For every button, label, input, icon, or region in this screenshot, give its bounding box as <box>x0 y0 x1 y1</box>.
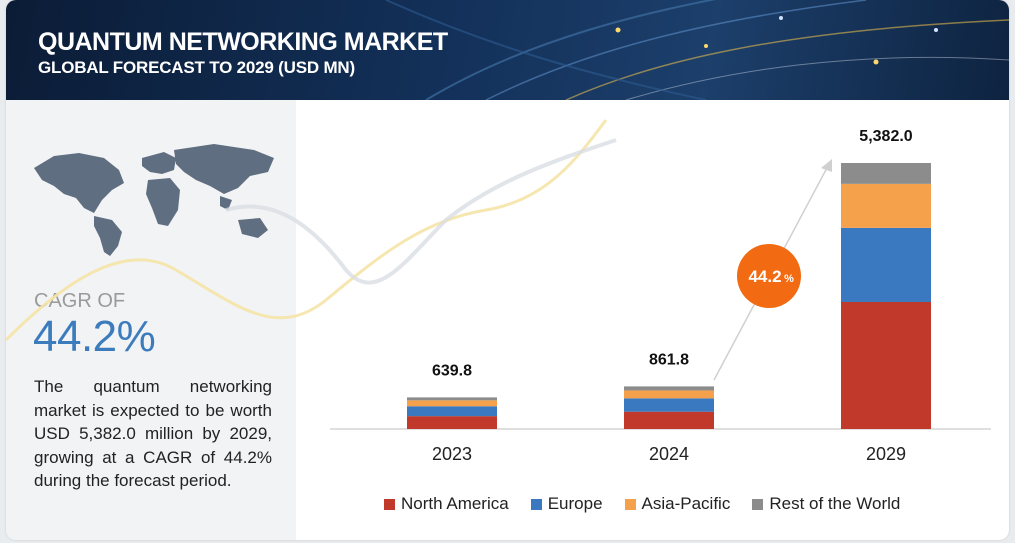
bar-total-label: 5,382.0 <box>859 128 912 145</box>
bar-segment-2029-north-america <box>841 301 931 429</box>
labels-layer: 639.8 2023 861.8 2024 5,382.0 2029 <box>432 128 913 464</box>
market-description: The quantum networking market is expecte… <box>34 377 272 490</box>
bar-segment-2029-europe <box>841 227 931 302</box>
bar-segment-2023-europe <box>407 406 497 417</box>
legend-item-europe: Europe <box>530 494 603 514</box>
page-title: QUANTUM NETWORKING MARKET <box>38 28 448 56</box>
legend-swatch <box>384 498 395 510</box>
banner-light-streaks <box>385 0 1009 100</box>
legend-swatch <box>752 498 764 510</box>
bar-chart: 639.8 2023 861.8 2024 5,382.0 2029 44.2 % <box>330 128 991 464</box>
page-subtitle: GLOBAL FORECAST TO 2029 (USD MN) <box>38 58 355 77</box>
legend-swatch <box>624 498 636 510</box>
cagr-badge-suffix: % <box>784 273 794 285</box>
legend-label: Europe <box>547 494 603 513</box>
bar-segment-2024-north-america <box>624 411 714 429</box>
bars-layer <box>407 163 931 429</box>
cagr-badge-value: 44.2 <box>748 267 781 286</box>
legend-swatch <box>530 498 542 510</box>
bar-segment-2023-asia-pacific <box>407 400 497 407</box>
bar-segment-2024-europe <box>624 398 714 412</box>
legend-label: North America <box>401 494 509 513</box>
x-tick-label: 2023 <box>432 444 472 464</box>
bar-segment-2023-north-america <box>407 416 497 429</box>
bar-segment-2024-rest-of-the-world <box>624 386 714 391</box>
bar-segment-2029-asia-pacific <box>841 183 931 228</box>
legend-item-rest-of-world: Rest of the World <box>752 494 900 514</box>
bar-segment-2029-rest-of-the-world <box>841 163 931 184</box>
x-tick-label: 2024 <box>649 444 689 464</box>
world-map-icon <box>34 144 274 256</box>
summary-panel: CAGR OF 44.2% The quantum networking mar… <box>6 100 296 540</box>
header-banner: QUANTUM NETWORKING MARKET GLOBAL FORECAS… <box>6 0 1009 100</box>
legend-label: Asia-Pacific <box>641 494 731 513</box>
legend-item-north-america: North America <box>384 494 509 514</box>
decorative-curves <box>6 119 617 342</box>
infographic-card: QUANTUM NETWORKING MARKET GLOBAL FORECAS… <box>6 0 1009 540</box>
bar-total-label: 861.8 <box>649 351 689 368</box>
bar-segment-2024-asia-pacific <box>624 390 714 399</box>
cagr-value: 44.2% <box>33 312 156 361</box>
chart-legend: North America Europe Asia-Pacific Rest o… <box>384 494 900 514</box>
bar-total-label: 639.8 <box>432 362 472 379</box>
legend-item-asia-pacific: Asia-Pacific <box>624 494 731 514</box>
cagr-badge: 44.2 % <box>737 244 801 308</box>
x-tick-label: 2029 <box>866 444 906 464</box>
legend-label: Rest of the World <box>769 494 901 513</box>
bar-segment-2023-rest-of-the-world <box>407 397 497 401</box>
